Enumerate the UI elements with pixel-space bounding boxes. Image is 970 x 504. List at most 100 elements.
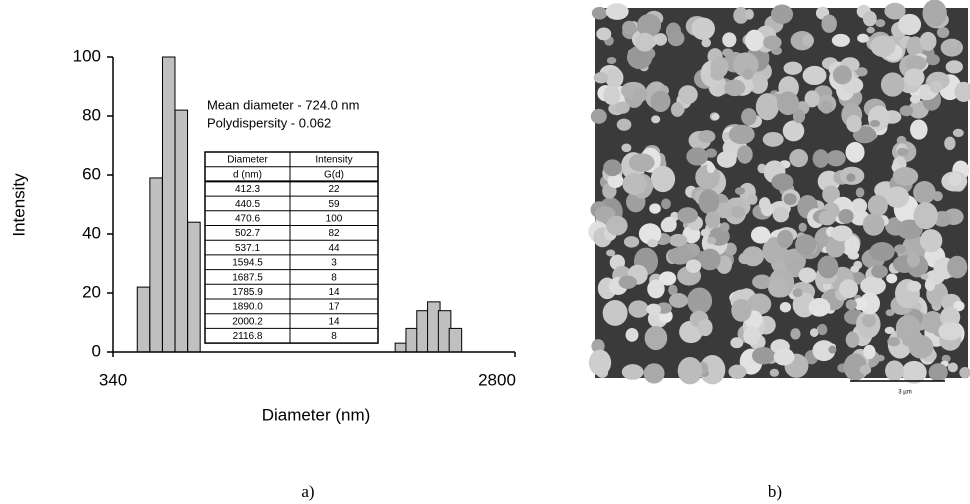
particle xyxy=(735,187,745,195)
particle xyxy=(773,207,789,222)
particle xyxy=(828,346,836,354)
table-cell: 2000.2 xyxy=(232,316,263,327)
table-cell: 502.7 xyxy=(235,228,260,239)
particle xyxy=(920,274,928,280)
particle xyxy=(809,298,831,317)
particle xyxy=(838,209,853,224)
particle xyxy=(819,210,836,225)
particle xyxy=(953,129,964,137)
particle xyxy=(793,288,803,297)
particle xyxy=(871,35,896,57)
particle xyxy=(904,68,924,86)
particle xyxy=(821,15,837,33)
particle xyxy=(645,326,668,350)
x-tick-label: 2800 xyxy=(478,370,516,389)
particle xyxy=(615,102,630,114)
particle xyxy=(925,279,935,291)
particle xyxy=(905,55,926,70)
particle xyxy=(789,149,808,167)
particle xyxy=(745,30,764,52)
particle xyxy=(646,304,661,315)
particle xyxy=(947,256,967,279)
particle xyxy=(832,34,850,47)
particle xyxy=(909,335,934,359)
particle xyxy=(687,287,712,314)
particle xyxy=(946,60,963,73)
particle xyxy=(763,35,781,49)
particle xyxy=(662,217,677,232)
particle xyxy=(617,119,632,131)
particle xyxy=(621,144,631,153)
particle xyxy=(949,173,962,186)
particle xyxy=(894,244,906,253)
particle xyxy=(705,211,720,228)
table-cell: 1785.9 xyxy=(232,287,263,298)
scale-label: 3 µm xyxy=(898,390,911,396)
particle xyxy=(798,267,816,282)
particle xyxy=(868,195,888,216)
particle xyxy=(626,328,639,342)
table-cell: 100 xyxy=(326,214,343,225)
particle xyxy=(831,225,853,241)
particle xyxy=(603,159,622,176)
bar xyxy=(175,110,188,352)
particle xyxy=(751,226,770,243)
particle xyxy=(850,266,859,273)
particle xyxy=(603,86,620,105)
particle xyxy=(650,91,670,112)
particle xyxy=(649,203,661,213)
particle xyxy=(886,273,897,283)
particle xyxy=(803,66,827,85)
table-cell: 2116.8 xyxy=(233,331,263,342)
particle xyxy=(741,108,757,125)
particle xyxy=(644,363,665,383)
particle xyxy=(875,355,884,362)
particle xyxy=(707,163,715,173)
particle xyxy=(622,364,644,380)
particle xyxy=(677,207,698,223)
particle xyxy=(929,363,948,381)
particle xyxy=(594,72,609,83)
particle xyxy=(771,173,793,190)
table-header: Diameter xyxy=(227,155,268,166)
particle xyxy=(887,337,900,346)
table-cell: 8 xyxy=(331,272,337,283)
particle xyxy=(668,30,685,46)
particle xyxy=(948,362,958,372)
y-tick-label: 0 xyxy=(92,341,101,360)
particle xyxy=(875,19,885,27)
particle xyxy=(884,3,905,20)
particle xyxy=(910,95,920,104)
particle xyxy=(893,167,919,186)
particle xyxy=(900,105,913,116)
particle xyxy=(846,332,859,348)
particle xyxy=(730,337,743,348)
particle xyxy=(846,299,857,310)
particle xyxy=(701,229,710,237)
particle xyxy=(678,357,703,384)
particle xyxy=(771,4,793,24)
particle xyxy=(938,322,962,340)
particle xyxy=(710,69,724,81)
particle xyxy=(699,189,720,214)
particle xyxy=(920,32,937,51)
particle xyxy=(926,54,940,65)
particle xyxy=(920,229,942,252)
table-cell: 440.5 xyxy=(235,199,260,210)
particle xyxy=(722,32,736,47)
table-cell: 59 xyxy=(328,199,340,210)
table-cell: 14 xyxy=(328,316,340,327)
annotation: Polydispersity - 0.062 xyxy=(207,115,331,130)
particle xyxy=(591,109,607,124)
particle xyxy=(795,234,816,255)
particle xyxy=(860,365,871,375)
particle xyxy=(799,223,807,232)
particle xyxy=(763,132,784,147)
particle xyxy=(868,106,890,131)
particle xyxy=(635,33,655,52)
particle xyxy=(752,347,775,364)
particle xyxy=(784,193,797,205)
particle xyxy=(717,151,737,168)
particle xyxy=(784,62,803,75)
table-cell: 1594.5 xyxy=(232,258,263,269)
